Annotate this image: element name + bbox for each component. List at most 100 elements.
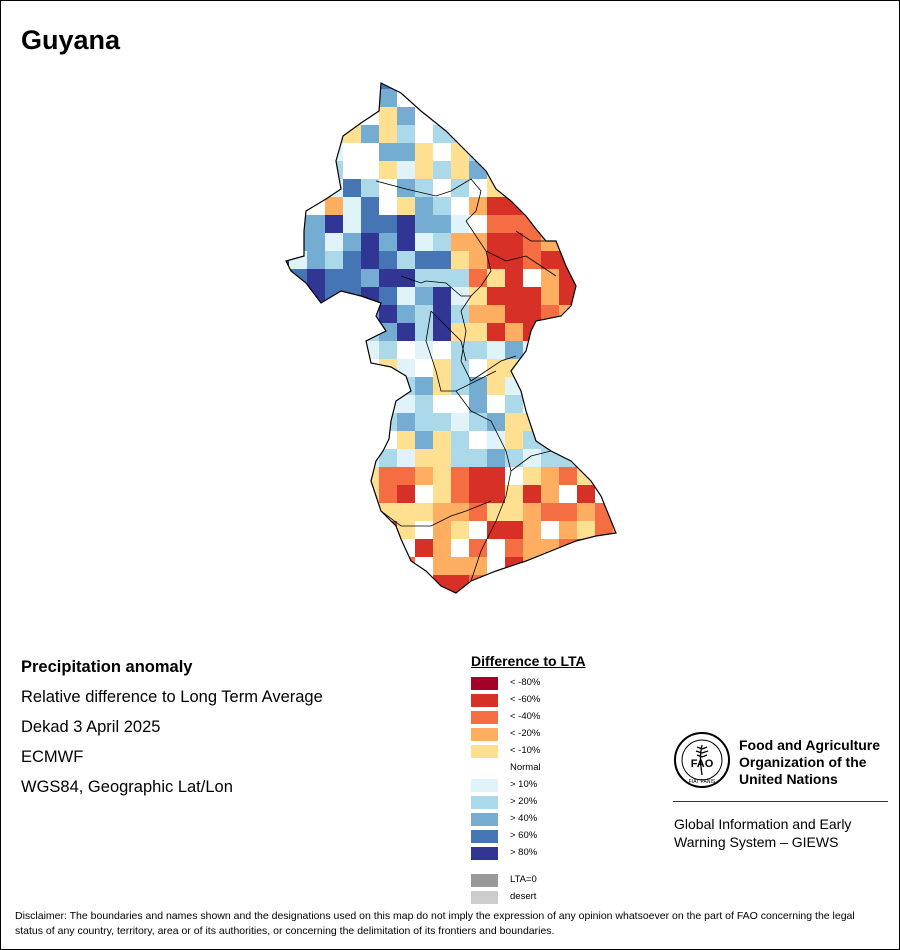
org-name-line: Food and Agriculture xyxy=(739,737,881,753)
anomaly-cell xyxy=(595,233,613,251)
anomaly-cell xyxy=(289,197,307,215)
anomaly-cell xyxy=(487,233,505,251)
anomaly-cell xyxy=(361,197,379,215)
anomaly-cell xyxy=(415,377,433,395)
anomaly-cell xyxy=(487,539,505,557)
anomaly-cell xyxy=(379,593,397,601)
anomaly-cell xyxy=(289,467,307,485)
anomaly-cell xyxy=(595,125,613,143)
anomaly-cell xyxy=(541,107,559,125)
anomaly-cell xyxy=(307,395,325,413)
anomaly-cell xyxy=(379,287,397,305)
anomaly-cell xyxy=(379,125,397,143)
anomaly-cell xyxy=(559,575,577,593)
anomaly-cell xyxy=(343,521,361,539)
anomaly-cell xyxy=(559,359,577,377)
anomaly-cell xyxy=(379,395,397,413)
anomaly-cell xyxy=(415,341,433,359)
anomaly-cell xyxy=(433,269,451,287)
anomaly-cell xyxy=(487,215,505,233)
anomaly-cell xyxy=(289,83,307,89)
anomaly-cell xyxy=(541,161,559,179)
anomaly-cell xyxy=(595,467,613,485)
anomaly-cell xyxy=(451,521,469,539)
anomaly-cell xyxy=(577,143,595,161)
anomaly-cell xyxy=(433,89,451,107)
anomaly-cell xyxy=(559,161,577,179)
anomaly-cell xyxy=(286,251,289,269)
anomaly-cell xyxy=(415,485,433,503)
anomaly-cell xyxy=(286,449,289,467)
anomaly-cell xyxy=(361,83,379,89)
anomaly-cell xyxy=(559,413,577,431)
anomaly-cell xyxy=(397,107,415,125)
legend-swatch xyxy=(471,711,498,724)
anomaly-cell xyxy=(487,557,505,575)
anomaly-cell xyxy=(307,89,325,107)
anomaly-cell xyxy=(286,503,289,521)
anomaly-cell xyxy=(379,161,397,179)
anomaly-cell xyxy=(433,287,451,305)
anomaly-cell xyxy=(487,377,505,395)
legend-row: < -40% xyxy=(471,709,651,726)
anomaly-cell xyxy=(613,233,616,251)
anomaly-cell xyxy=(343,503,361,521)
anomaly-cell xyxy=(595,197,613,215)
anomaly-cell xyxy=(325,251,343,269)
anomaly-cell xyxy=(505,575,523,593)
anomaly-cell xyxy=(325,485,343,503)
anomaly-cell xyxy=(289,179,307,197)
anomaly-cell xyxy=(595,449,613,467)
anomaly-cell xyxy=(541,575,559,593)
anomaly-cell xyxy=(343,323,361,341)
anomaly-cell xyxy=(613,395,616,413)
anomaly-cell xyxy=(577,377,595,395)
anomaly-cell xyxy=(361,269,379,287)
region-boundaries xyxy=(375,178,557,582)
anomaly-cell xyxy=(451,359,469,377)
anomaly-cell xyxy=(451,251,469,269)
anomaly-cell xyxy=(577,107,595,125)
anomaly-cell xyxy=(343,467,361,485)
anomaly-cell xyxy=(379,143,397,161)
anomaly-cell xyxy=(433,323,451,341)
anomaly-cell xyxy=(361,431,379,449)
anomaly-cell xyxy=(595,413,613,431)
anomaly-cell xyxy=(487,269,505,287)
anomaly-cell xyxy=(613,575,616,593)
anomaly-cell xyxy=(541,323,559,341)
anomaly-cell xyxy=(595,305,613,323)
anomaly-cell xyxy=(631,269,641,287)
anomaly-cell xyxy=(577,287,595,305)
legend-label: > 40% xyxy=(510,813,538,824)
anomaly-cell xyxy=(631,359,641,377)
anomaly-cell xyxy=(451,395,469,413)
anomaly-cell xyxy=(631,341,641,359)
anomaly-cell xyxy=(289,521,307,539)
anomaly-cell xyxy=(469,269,487,287)
anomaly-cell xyxy=(469,287,487,305)
anomaly-cell xyxy=(289,107,307,125)
legend-swatch xyxy=(471,874,498,887)
anomaly-cell xyxy=(577,215,595,233)
anomaly-cell xyxy=(451,341,469,359)
anomaly-cell xyxy=(379,107,397,125)
anomaly-cell xyxy=(559,323,577,341)
anomaly-cell xyxy=(325,233,343,251)
anomaly-cell xyxy=(433,197,451,215)
anomaly-cell xyxy=(577,575,595,593)
org-name-line: United Nations xyxy=(739,771,838,787)
anomaly-cell xyxy=(595,179,613,197)
anomaly-cell xyxy=(361,107,379,125)
anomaly-cell xyxy=(487,161,505,179)
anomaly-cell xyxy=(415,359,433,377)
anomaly-cell xyxy=(577,449,595,467)
anomaly-cell xyxy=(613,143,616,161)
anomaly-cell xyxy=(505,83,523,89)
anomaly-cell xyxy=(397,503,415,521)
anomaly-cell xyxy=(631,539,641,557)
anomaly-cell xyxy=(631,575,641,593)
anomaly-cell xyxy=(433,503,451,521)
anomaly-cell xyxy=(469,83,487,89)
anomaly-cell xyxy=(595,143,613,161)
